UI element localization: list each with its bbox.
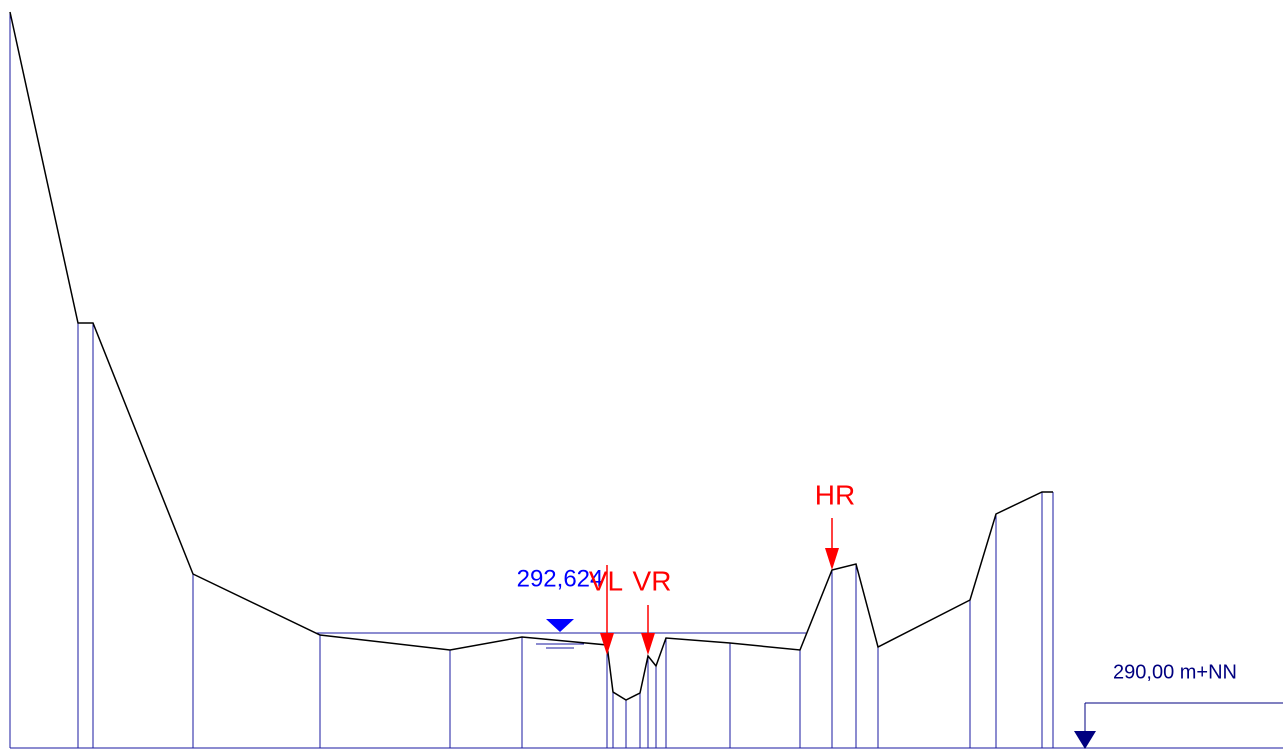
marker-head	[825, 548, 839, 570]
marker-head	[641, 633, 655, 655]
marker-head	[600, 633, 614, 655]
marker-label: VR	[633, 565, 672, 596]
verticals	[9, 12, 1283, 749]
markers	[600, 518, 839, 655]
reference-label: 290,00 m+NN	[1113, 661, 1237, 683]
reference	[1074, 702, 1283, 749]
terrain-profile	[9, 11, 1053, 701]
reference-symbol	[1074, 731, 1096, 749]
water-level-label: 292,624	[517, 565, 604, 592]
station-lines	[9, 12, 1054, 748]
water-symbol	[546, 619, 574, 632]
marker-label: VL	[589, 565, 623, 596]
marker-label: HR	[815, 479, 855, 510]
